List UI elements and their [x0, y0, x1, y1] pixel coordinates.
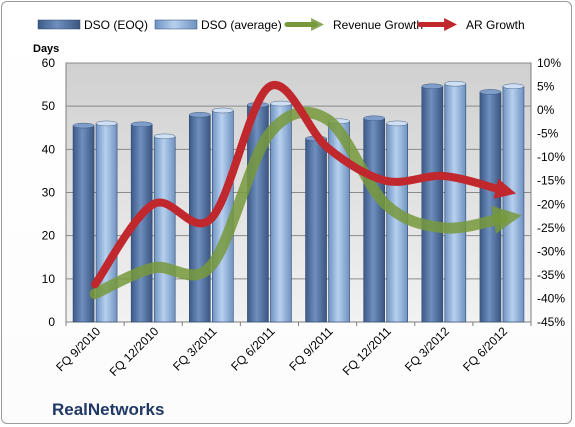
right-axis-tick-label: -45%: [537, 315, 565, 329]
bar-cap: [270, 100, 292, 107]
right-axis-tick-label: -15%: [537, 174, 565, 188]
ar-growth-line: [91, 81, 517, 289]
right-axis-tick-label: -25%: [537, 221, 565, 235]
right-axis-tick-label: -35%: [537, 268, 565, 282]
legend-swatch-bar: [154, 19, 198, 30]
bar-cap: [479, 89, 502, 95]
bar-cap: [153, 133, 176, 140]
bar-dso-average: [153, 136, 176, 323]
right-axis-tick-label: -30%: [537, 244, 565, 258]
left-axis-tick-label: 20: [42, 229, 56, 243]
left-axis-tick-label: 40: [42, 142, 56, 156]
bar-cap: [421, 83, 444, 90]
line-series: [89, 81, 522, 300]
left-axis-tick-label: 10: [42, 272, 56, 286]
bar-series: [72, 81, 525, 323]
bar-cap: [212, 107, 234, 114]
right-axis-ticks: 10% 5% 0% -5% -10% -15% -20% -25% -30% -35% -40% -4…: [537, 56, 565, 329]
bar-cap: [363, 115, 385, 121]
x-axis-tick-label: FQ 3/2011: [170, 324, 220, 374]
x-axis-tick-label: FQ 12/2011: [340, 324, 394, 378]
right-axis-tick-label: -5%: [537, 127, 559, 141]
bar-cap: [189, 112, 211, 118]
right-axis-tick-label: -10%: [537, 150, 565, 164]
x-axis-ticks: FQ 9/2010 FQ 12/2010 FQ 3/2011 FQ 6/2011 FQ …: [53, 324, 510, 379]
legend: DSO (EOQ) DSO (average) Revenue Growth AR G…: [37, 18, 525, 32]
left-axis-tick-label: 30: [42, 186, 56, 200]
legend-swatch-bar: [37, 19, 81, 30]
legend-label: DSO (EOQ): [84, 18, 148, 32]
right-axis-tick-label: 0%: [537, 103, 555, 117]
y-axis-label: Days: [33, 43, 59, 55]
x-axis-tick-label: FQ 12/2010: [107, 324, 162, 379]
x-axis-tick-label: FQ 6/2012: [460, 324, 510, 374]
legend-label: Revenue Growth: [333, 18, 423, 32]
left-axis-tick-label: 50: [42, 99, 56, 113]
x-axis-tick-label: FQ 9/2011: [286, 324, 336, 374]
left-axis-ticks: 0 10 20 30 40 50 60: [42, 56, 56, 329]
bar-cap: [130, 121, 153, 127]
right-axis-tick-label: -20%: [537, 197, 565, 211]
revenue-growth-line: [89, 107, 522, 300]
bar-cap: [444, 81, 467, 87]
right-axis-tick-label: -40%: [537, 291, 565, 305]
bar-dso-average: [444, 83, 467, 323]
legend-label: DSO (average): [201, 18, 282, 32]
bar-cap: [502, 83, 525, 90]
legend-label: AR Growth: [466, 18, 525, 32]
x-axis-tick-label: FQ 3/2012: [402, 324, 452, 374]
bar-cap: [72, 122, 95, 129]
bar-dso-eoq: [305, 138, 327, 323]
company-label: RealNetworks: [52, 400, 164, 419]
bar-dso-average: [502, 86, 525, 323]
left-axis-tick-label: 0: [48, 315, 55, 329]
bar-dso-eoq: [363, 117, 385, 323]
x-axis-tick-label: FQ 6/2011: [228, 324, 278, 374]
bar-cap: [95, 120, 118, 127]
left-axis-tick-label: 60: [42, 56, 56, 70]
bar-dso-eoq: [421, 86, 444, 323]
right-axis-tick-label: 5%: [537, 80, 555, 94]
bar-dso-eoq: [479, 91, 502, 323]
bar-cap: [386, 120, 408, 127]
x-axis-tick-label: FQ 9/2010: [53, 324, 103, 374]
right-axis-tick-label: 10%: [537, 56, 561, 70]
